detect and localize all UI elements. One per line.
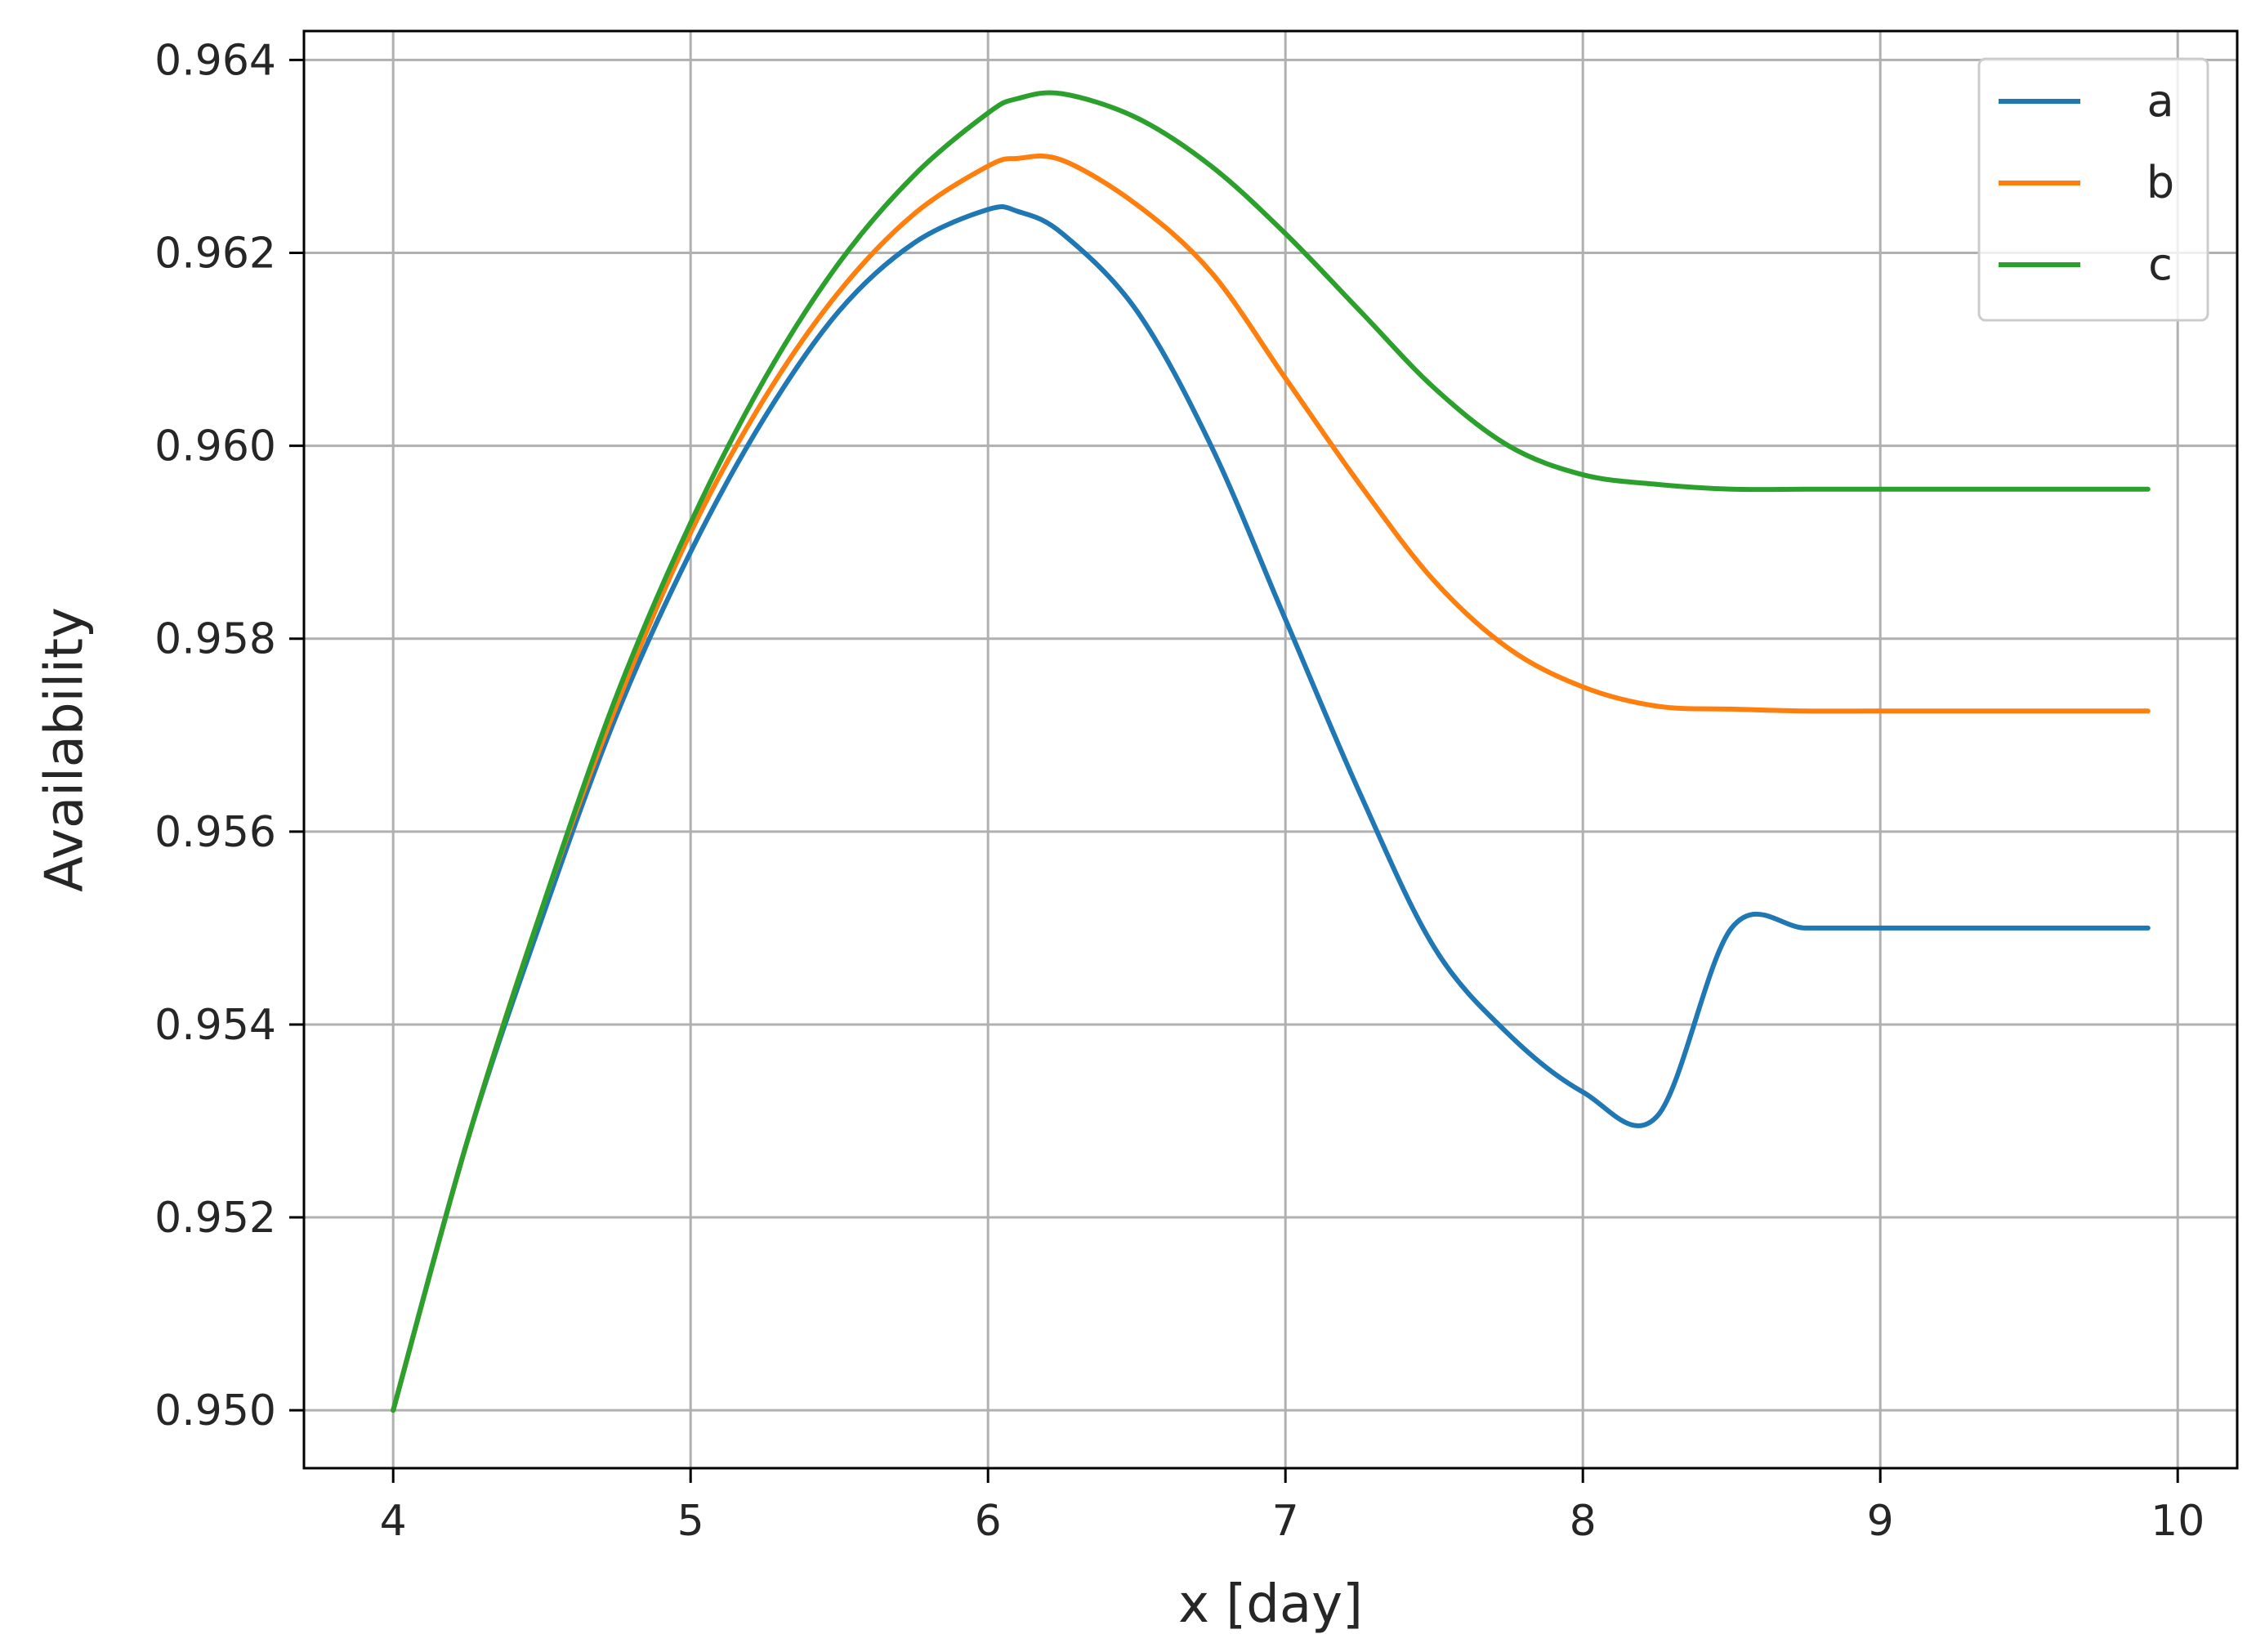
plot-area-frame bbox=[302, 29, 2239, 1470]
tick-labels: 4 5 6 7 8 9 10 0.950 0.952 0.954 0.956 0.958 0.960 0.… bbox=[154, 36, 2205, 1546]
x-tick-label: 8 bbox=[1570, 1497, 1597, 1546]
grid bbox=[304, 31, 2237, 1468]
series-line-c bbox=[391, 90, 2151, 1413]
y-tick-label: 0.956 bbox=[154, 808, 276, 857]
y-tick-label: 0.960 bbox=[154, 422, 276, 471]
y-axis-label: Availability bbox=[34, 607, 95, 892]
legend-label-c: c bbox=[2148, 239, 2173, 290]
x-tick-label: 10 bbox=[2151, 1497, 2205, 1546]
legend-label-a: a bbox=[2146, 75, 2173, 127]
legend: abc bbox=[1977, 57, 2209, 322]
series-line-b bbox=[391, 153, 2151, 1413]
y-tick-label: 0.954 bbox=[154, 1001, 276, 1050]
y-tick-label: 0.950 bbox=[154, 1386, 276, 1435]
y-tick-label: 0.958 bbox=[154, 615, 276, 664]
x-axis-label: x [day] bbox=[1178, 1574, 1363, 1635]
series-line-a bbox=[391, 204, 2151, 1413]
y-tick-label: 0.952 bbox=[154, 1194, 276, 1243]
y-tick-label: 0.962 bbox=[154, 230, 276, 279]
legend-label-b: b bbox=[2146, 157, 2174, 208]
y-tick-label: 0.964 bbox=[154, 36, 276, 85]
x-tick-label: 4 bbox=[380, 1497, 407, 1546]
x-tick-label: 9 bbox=[1867, 1497, 1894, 1546]
x-tick-label: 6 bbox=[975, 1497, 1002, 1546]
series-group bbox=[391, 90, 2151, 1413]
x-tick-label: 7 bbox=[1272, 1497, 1299, 1546]
legend-box bbox=[1977, 57, 2209, 322]
axis-ticks bbox=[289, 58, 2179, 1483]
x-tick-label: 5 bbox=[677, 1497, 704, 1546]
